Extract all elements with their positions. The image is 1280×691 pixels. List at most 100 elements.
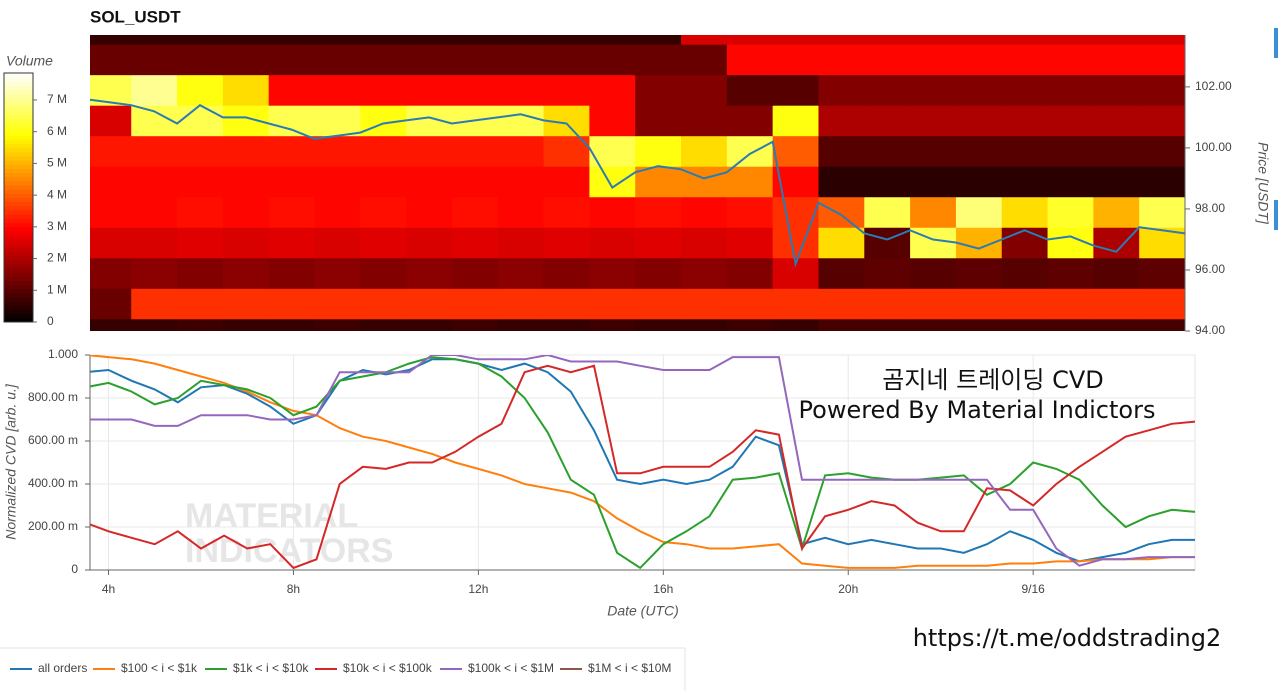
heatmap-cell: [543, 44, 590, 76]
heatmap-cell: [635, 35, 682, 45]
heatmap-cell: [910, 44, 957, 76]
colorbar-swatch: [4, 272, 33, 277]
price-line: [90, 98, 1185, 268]
colorbar-swatch: [4, 110, 33, 115]
heatmap-cell: [406, 105, 453, 137]
heatmap-cell: [90, 288, 132, 320]
heatmap-cell: [406, 196, 453, 228]
heatmap-cell: [818, 288, 865, 320]
heatmap-cell: [1001, 44, 1049, 76]
colorbar-swatch: [4, 234, 33, 240]
heatmap-cell: [635, 257, 682, 289]
x-tick-label: 20h: [838, 582, 858, 596]
heatmap-cell: [268, 288, 315, 320]
heatmap-cell: [451, 135, 499, 167]
heatmap-cell: [726, 44, 774, 76]
heatmap-cell: [1093, 257, 1140, 289]
heatmap-cell: [268, 35, 315, 45]
heatmap-cell: [1093, 227, 1140, 259]
colorbar-swatch: [4, 276, 33, 281]
heatmap-cell: [772, 35, 819, 45]
heatmap-cell: [1001, 166, 1049, 198]
heatmap-cell: [451, 288, 499, 320]
plot-area: [89, 354, 1196, 571]
heatmap-cell: [1047, 35, 1094, 45]
colorbar-swatch: [4, 160, 33, 165]
y-tick-label: 102.00: [1195, 79, 1232, 93]
heatmap-cell: [1139, 135, 1185, 167]
heatmap-cell: [818, 105, 865, 137]
heatmap-cell: [268, 74, 315, 106]
heatmap-cell: [1093, 105, 1140, 137]
colorbar-swatch: [4, 77, 33, 82]
heatmap-cell: [222, 166, 270, 198]
heatmap-cell: [406, 318, 453, 331]
heatmap-cell: [177, 196, 224, 228]
heatmap-cell: [635, 196, 682, 228]
colorbar-swatch: [4, 288, 33, 294]
heatmap-cell: [818, 196, 865, 228]
heatmap-cell: [543, 74, 590, 106]
colorbar: [4, 73, 33, 323]
heatmap-cell: [589, 74, 636, 106]
colorbar-tick-label: 3 M: [47, 219, 67, 233]
y-axis-label: Normalized CVD [arb. u.]: [3, 383, 19, 540]
colorbar-swatch: [4, 185, 33, 190]
heatmap-cell: [726, 35, 774, 45]
heatmap-cell: [497, 318, 545, 331]
heatmap-cell: [910, 135, 957, 167]
heatmap-cell: [406, 135, 453, 167]
colorbar-tick-label: 6 M: [47, 124, 67, 138]
heatmap-cell: [910, 105, 957, 137]
heatmap-cell: [543, 166, 590, 198]
heatmap-cell: [1093, 74, 1140, 106]
y-tick-label: 1.000: [48, 347, 78, 361]
heatmap-cell: [818, 44, 865, 76]
y-tick-label: 100.00: [1195, 140, 1232, 154]
heatmap-cell: [726, 257, 774, 289]
legend-label: $100 < i < $1k: [121, 661, 198, 675]
x-tick-label: 4h: [102, 582, 115, 596]
heatmap-cell: [543, 288, 590, 320]
heatmap-cell: [222, 44, 270, 76]
heatmap-cell: [955, 105, 1003, 137]
heatmap-cell: [589, 105, 636, 137]
legend-label: all orders: [38, 661, 87, 675]
heatmap-cell: [726, 196, 774, 228]
heatmap-cell: [635, 44, 682, 76]
heatmap-cell: [864, 105, 911, 137]
heatmap-cell: [864, 35, 911, 45]
heatmap-cell: [497, 105, 545, 137]
heatmap-cell: [1139, 44, 1185, 76]
heatmap-cell: [726, 227, 774, 259]
colorbar-swatch: [4, 193, 33, 198]
heatmap-cell: [955, 74, 1003, 106]
colorbar-swatch: [4, 114, 33, 120]
colorbar-swatch: [4, 164, 33, 169]
colorbar-swatch: [4, 97, 33, 103]
heatmap-cell: [1001, 105, 1049, 137]
heatmap-cell: [1093, 35, 1140, 45]
heatmap-cell: [497, 227, 545, 259]
heatmap-cell: [177, 257, 224, 289]
heatmap-cell: [955, 288, 1003, 320]
heatmap-cells: [90, 35, 1185, 331]
heatmap-cell: [90, 166, 132, 198]
heatmap-cell: [864, 74, 911, 106]
heatmap-cell: [681, 227, 728, 259]
heatmap-cell: [589, 318, 636, 331]
colorbar-swatch: [4, 168, 33, 174]
plots: 94.00 96.00 98.00 100.00 102.00 0 1 M 2 M 3 M 4 M…: [3, 35, 1232, 675]
heatmap-cell: [222, 74, 270, 106]
heatmap-cell: [1047, 257, 1094, 289]
heatmap-cell: [910, 35, 957, 45]
cvd-line: [90, 356, 1195, 570]
heatmap-cell: [1139, 318, 1185, 331]
colorbar-swatch: [4, 135, 33, 140]
heatmap-cell: [818, 135, 865, 167]
heatmap-cell: [314, 44, 361, 76]
colorbar-swatch: [4, 176, 33, 182]
heatmap-cell: [497, 196, 545, 228]
heatmap-cell: [1001, 318, 1049, 331]
y-axis-label: Price [USDT]: [1255, 142, 1271, 225]
